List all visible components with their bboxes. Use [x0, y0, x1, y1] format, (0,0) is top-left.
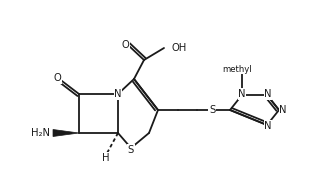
Text: H₂N: H₂N	[31, 128, 50, 138]
Text: methyl: methyl	[222, 64, 252, 74]
Text: N: N	[238, 89, 246, 99]
Text: N: N	[264, 121, 272, 131]
Text: S: S	[209, 105, 215, 115]
Text: S: S	[128, 145, 134, 155]
Text: N: N	[114, 89, 122, 99]
Text: N: N	[264, 89, 272, 99]
Text: H: H	[102, 153, 110, 163]
Text: O: O	[53, 73, 61, 83]
Polygon shape	[53, 130, 79, 137]
Text: OH: OH	[172, 43, 187, 53]
Text: N: N	[279, 105, 287, 115]
Text: O: O	[121, 40, 129, 50]
